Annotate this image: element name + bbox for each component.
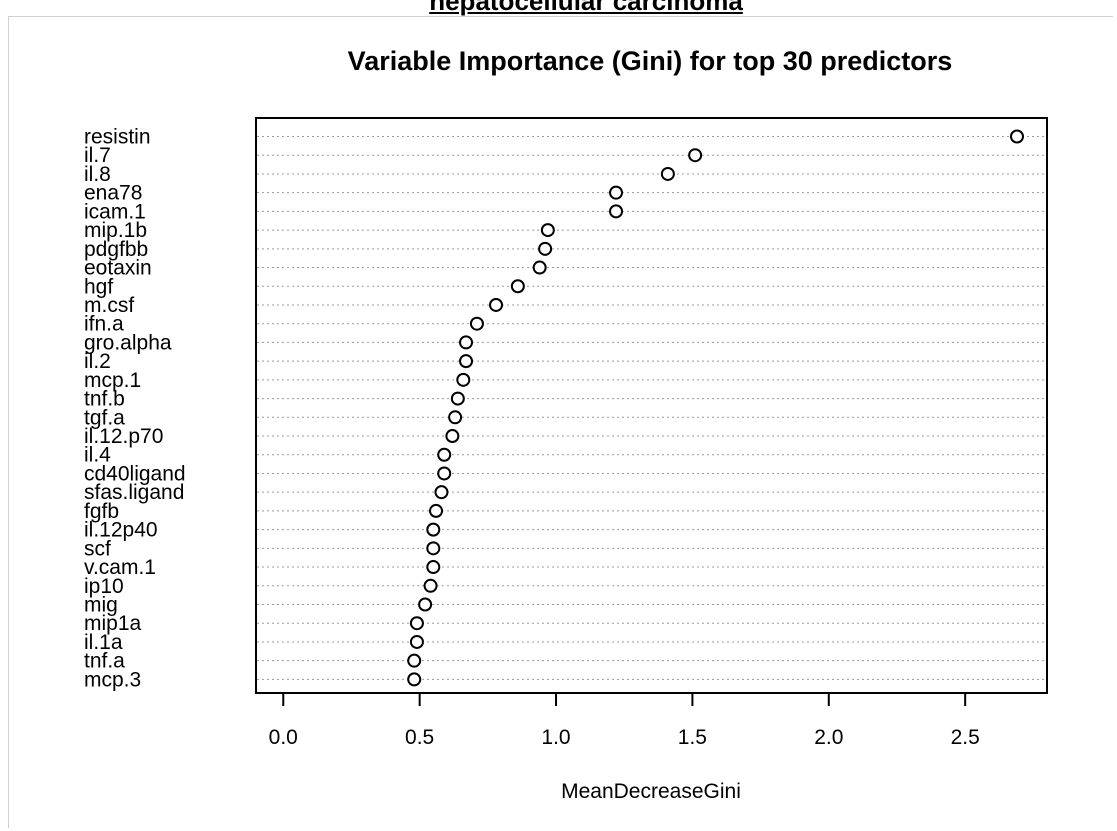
category-label: fgfb bbox=[84, 500, 119, 523]
category-label: il.8 bbox=[84, 163, 111, 186]
data-point bbox=[437, 447, 452, 462]
category-label: pdgfbb bbox=[84, 238, 148, 261]
category-label: hgf bbox=[84, 275, 113, 298]
data-point bbox=[489, 297, 504, 312]
category-label: mcp.3 bbox=[84, 668, 141, 691]
data-point bbox=[407, 672, 422, 687]
x-tick-label: 0.0 bbox=[269, 726, 298, 749]
data-point bbox=[660, 166, 675, 181]
category-label: resistin bbox=[84, 126, 151, 149]
plot-title: Variable Importance (Gini) for top 30 pr… bbox=[348, 46, 953, 76]
data-point bbox=[409, 616, 424, 631]
data-point bbox=[426, 541, 441, 556]
category-label: tnf.b bbox=[84, 388, 125, 411]
category-label: il.7 bbox=[84, 144, 111, 167]
data-point bbox=[609, 204, 624, 219]
data-point bbox=[407, 653, 422, 668]
category-label: il.12.p70 bbox=[84, 425, 163, 448]
category-label: mcp.1 bbox=[84, 369, 141, 392]
x-tick-label: 0.5 bbox=[405, 726, 434, 749]
category-label: il.1a bbox=[84, 631, 123, 654]
data-point bbox=[538, 241, 553, 256]
category-label: mip1a bbox=[84, 612, 142, 635]
category-label: gro.alpha bbox=[84, 331, 172, 354]
data-point bbox=[445, 429, 460, 444]
data-point bbox=[459, 354, 474, 369]
category-label: m.csf bbox=[84, 294, 134, 317]
category-label: scf bbox=[84, 537, 111, 560]
data-point bbox=[450, 391, 465, 406]
category-label: ip10 bbox=[84, 575, 124, 598]
category-label: v.cam.1 bbox=[84, 556, 156, 579]
data-point bbox=[426, 522, 441, 537]
x-axis: 0.0 0.5 1.0 1.5 2.0 2.5 bbox=[269, 692, 980, 749]
category-label: icam.1 bbox=[84, 200, 146, 223]
x-tick-label: 2.0 bbox=[814, 726, 843, 749]
data-points bbox=[407, 129, 1024, 687]
data-point bbox=[423, 578, 438, 593]
category-label: ifn.a bbox=[84, 313, 124, 336]
category-label: il.2 bbox=[84, 350, 111, 373]
x-tick-label: 1.5 bbox=[678, 726, 707, 749]
data-point bbox=[532, 260, 547, 275]
data-point bbox=[448, 410, 463, 425]
figure-header-title: hepatocellular carcinoma bbox=[429, 0, 743, 16]
category-label: cd40ligand bbox=[84, 462, 186, 485]
data-point bbox=[434, 485, 449, 500]
data-point bbox=[456, 372, 471, 387]
data-point bbox=[609, 185, 624, 200]
category-label: mig bbox=[84, 594, 118, 617]
data-point bbox=[409, 634, 424, 649]
data-point bbox=[688, 148, 703, 163]
plot-area-border bbox=[255, 117, 1048, 694]
category-labels: resistinil.7il.8ena78icam.1mip.1bpdgfbbe… bbox=[84, 126, 186, 692]
x-tick-label: 1.0 bbox=[541, 726, 570, 749]
category-label: tgf.a bbox=[84, 406, 125, 429]
category-label: mip.1b bbox=[84, 219, 147, 242]
data-point bbox=[418, 597, 433, 612]
grid-lines bbox=[257, 136, 1046, 680]
category-label: eotaxin bbox=[84, 257, 152, 280]
category-label: il.4 bbox=[84, 444, 111, 467]
category-label: sfas.ligand bbox=[84, 481, 184, 504]
data-point bbox=[510, 279, 525, 294]
data-point bbox=[429, 503, 444, 518]
data-point bbox=[540, 223, 555, 238]
data-point bbox=[469, 316, 484, 331]
x-axis-label: MeanDecreaseGini bbox=[561, 780, 741, 803]
figure-frame bbox=[8, 16, 1113, 828]
x-tick-label: 2.5 bbox=[951, 726, 980, 749]
category-label: il.12p40 bbox=[84, 519, 158, 542]
data-point bbox=[459, 335, 474, 350]
data-point bbox=[426, 560, 441, 575]
category-label: ena78 bbox=[84, 182, 142, 205]
data-point bbox=[437, 466, 452, 481]
category-label: tnf.a bbox=[84, 650, 125, 673]
data-point bbox=[1009, 129, 1024, 144]
